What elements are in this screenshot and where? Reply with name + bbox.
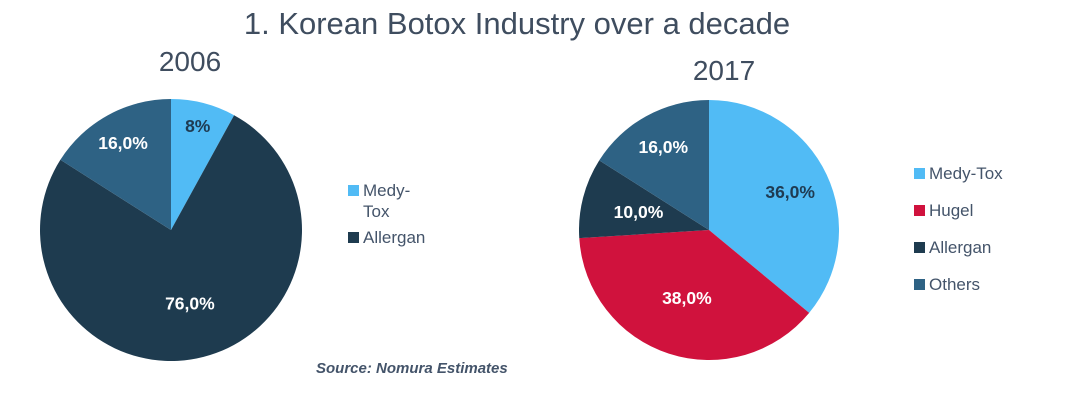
pie-2017-year-label: 2017 [692,55,756,86]
pie-2006-legend: Medy-Tox Allergan [348,180,426,253]
source-note: Source: Nomura Estimates [316,360,508,377]
legend-label: Medy-Tox [929,164,1003,183]
pie-slice-2006-others [60,99,171,230]
pie-2006-chart: 8% 76,0% 16,0% [40,99,302,361]
chart-title: 1. Korean Botox Industry over a decade [243,6,791,41]
pie-2017-chart: 36,0% 38,0% 10,0% 16,0% [579,100,839,360]
legend-label: Allergan [363,228,426,247]
pie-slice-2006-allergan [40,115,302,361]
pie-slice-2017-allergan [579,160,709,239]
pie-slice-label-2017-others: 16,0% [638,137,688,157]
pie-slice-label-2017-hugel: 38,0% [662,288,712,308]
pie-slice-2017-hugel [579,230,810,360]
pie-slice-2017-others [599,100,709,230]
pie-slice-label-2017-medy-tox: 36,0% [765,182,815,202]
legend-swatch-icon [914,242,925,253]
pie-slice-label-2006-allergan: 76,0% [165,294,215,314]
legend-item-medy-tox: Medy-Tox [914,163,1003,184]
legend-swatch-icon [914,168,925,179]
pie-slice-label-2017-allergan: 10,0% [614,202,664,222]
legend-label: Medy-Tox [363,181,411,221]
pie-slice-2017-medy-tox [709,100,839,313]
legend-item-others: Others [914,274,1003,295]
legend-label: Others [929,275,981,294]
pie-2017-legend: Medy-Tox Hugel Allergan Others [914,163,1003,311]
pie-slice-label-2006-others: 16,0% [98,133,148,153]
legend-item-allergan: Allergan [914,237,1003,258]
pie-slice-label-2006-medy-tox: 8% [185,116,211,136]
legend-label: Allergan [929,238,992,257]
legend-item-medy-tox: Medy-Tox [348,180,417,222]
pie-2006-year-label: 2006 [158,46,222,77]
legend-item-allergan: Allergan [348,227,426,248]
pie-slice-2006-medy-tox [171,99,235,230]
legend-swatch-icon [914,205,925,216]
legend-swatch-icon [914,279,925,290]
legend-swatch-icon [348,232,359,243]
legend-item-hugel: Hugel [914,200,1003,221]
legend-swatch-icon [348,185,359,196]
legend-label: Hugel [929,201,974,220]
